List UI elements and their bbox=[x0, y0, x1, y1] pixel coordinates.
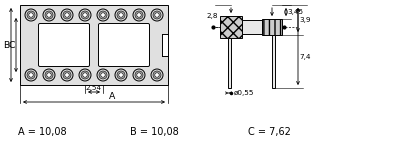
Circle shape bbox=[25, 69, 37, 81]
Circle shape bbox=[29, 13, 33, 17]
Circle shape bbox=[81, 11, 89, 19]
Bar bbox=[228, 38, 231, 88]
Circle shape bbox=[151, 9, 163, 21]
Bar bbox=[262, 19, 282, 35]
Circle shape bbox=[27, 11, 35, 19]
Circle shape bbox=[119, 73, 123, 77]
Text: 7,4: 7,4 bbox=[299, 54, 310, 59]
Circle shape bbox=[97, 9, 109, 21]
Circle shape bbox=[155, 13, 159, 17]
Circle shape bbox=[137, 73, 141, 77]
Circle shape bbox=[27, 71, 35, 79]
Text: 3,45: 3,45 bbox=[287, 9, 303, 15]
Circle shape bbox=[101, 13, 105, 17]
Circle shape bbox=[99, 11, 107, 19]
Circle shape bbox=[133, 9, 145, 21]
Circle shape bbox=[65, 13, 69, 17]
Text: A = 10,08: A = 10,08 bbox=[18, 127, 67, 137]
Text: C: C bbox=[8, 40, 15, 50]
Text: A: A bbox=[108, 92, 115, 101]
Circle shape bbox=[99, 71, 107, 79]
Circle shape bbox=[153, 71, 161, 79]
Circle shape bbox=[97, 69, 109, 81]
Circle shape bbox=[115, 9, 127, 21]
Circle shape bbox=[153, 11, 161, 19]
Circle shape bbox=[151, 69, 163, 81]
Circle shape bbox=[79, 69, 91, 81]
Text: ø0,55: ø0,55 bbox=[234, 90, 254, 96]
Circle shape bbox=[101, 73, 105, 77]
Circle shape bbox=[47, 13, 51, 17]
Bar bbox=[220, 16, 242, 38]
Text: C = 7,62: C = 7,62 bbox=[248, 127, 291, 137]
FancyBboxPatch shape bbox=[38, 23, 90, 66]
Circle shape bbox=[65, 73, 69, 77]
Circle shape bbox=[137, 13, 141, 17]
Circle shape bbox=[155, 73, 159, 77]
Text: 2,54: 2,54 bbox=[86, 85, 102, 91]
Circle shape bbox=[79, 9, 91, 21]
Circle shape bbox=[47, 73, 51, 77]
Circle shape bbox=[115, 69, 127, 81]
Text: B = 10,08: B = 10,08 bbox=[130, 127, 179, 137]
FancyBboxPatch shape bbox=[98, 23, 150, 66]
Circle shape bbox=[63, 11, 71, 19]
Circle shape bbox=[25, 9, 37, 21]
Text: 3,9: 3,9 bbox=[299, 17, 310, 23]
Circle shape bbox=[133, 69, 145, 81]
Bar bbox=[242, 20, 262, 34]
Bar bbox=[272, 35, 274, 88]
Circle shape bbox=[135, 71, 143, 79]
Circle shape bbox=[63, 71, 71, 79]
Circle shape bbox=[29, 73, 33, 77]
Circle shape bbox=[43, 9, 55, 21]
Circle shape bbox=[61, 69, 73, 81]
Circle shape bbox=[135, 11, 143, 19]
Bar bbox=[162, 34, 168, 56]
Circle shape bbox=[43, 69, 55, 81]
Circle shape bbox=[83, 73, 87, 77]
Bar bbox=[20, 5, 168, 85]
Circle shape bbox=[117, 11, 125, 19]
Circle shape bbox=[119, 13, 123, 17]
Circle shape bbox=[81, 71, 89, 79]
Circle shape bbox=[61, 9, 73, 21]
Circle shape bbox=[45, 11, 53, 19]
Text: 2,8: 2,8 bbox=[206, 13, 218, 19]
Circle shape bbox=[45, 71, 53, 79]
Text: B: B bbox=[3, 40, 9, 50]
Circle shape bbox=[83, 13, 87, 17]
Circle shape bbox=[117, 71, 125, 79]
